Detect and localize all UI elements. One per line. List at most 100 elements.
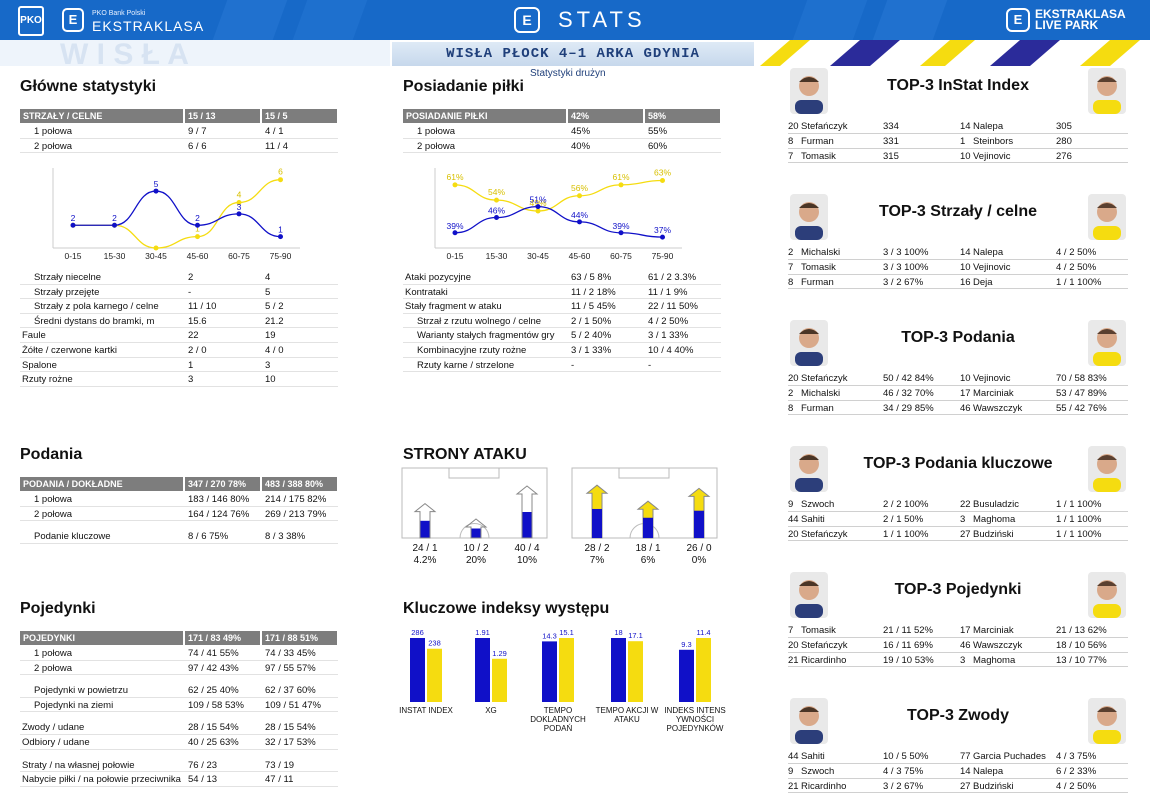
row-label: Faule [22,330,46,342]
data-point [577,193,582,199]
away-number: 22 [960,499,971,510]
kpi-label: TEMPO AKCJI W ATAKU [595,706,659,724]
home-value: - [188,286,192,298]
kpi-bar-home [679,649,694,702]
home-value: 11 / 2 18% [571,286,616,298]
home-value: 331 [883,135,899,147]
column-gap [956,259,958,274]
home-value: 3 / 1 33% [571,344,612,356]
attack-share: 20% [465,555,486,566]
top3-row: 21 Ricardinho 3 / 2 67% 27 Budziński 4 / 2 50… [788,778,1128,793]
table-row: Podanie kluczowe 8 / 6 75% 8 / 3 38% [20,529,338,544]
attack-bar [694,510,704,538]
away-number: 27 [960,780,971,792]
main-stats-rows: Strzały niecelne 2 4 Strzały przejęte -5 Strz… [20,270,338,387]
top3-table: 20 Stefańczyk 50 / 42 84% 10 Vejinovic 70 / 5… [788,371,1128,416]
attack-label: 18 / 1 6% [618,543,678,567]
row-label: 2 połowa [34,662,73,674]
home-player: Stefańczyk [801,528,848,540]
player-photo [790,194,828,240]
away-number: 46 [960,402,971,414]
top3-title: TOP-3 Podania kluczowe [863,455,1053,472]
away-value: 10 [265,374,276,386]
away-number: 10 [960,373,971,384]
away-value: 62 / 37 60% [265,685,316,697]
home-value: 10 / 5 50% [883,751,929,762]
data-label: 63% [654,168,671,178]
home-value: 28 / 15 54% [188,722,239,734]
kpi-bar-away [628,641,643,702]
home-value: 2 / 1 50% [571,315,612,327]
away-value: 22 / 11 50% [648,301,699,313]
brand-line: EKSTRAKLASA [1035,7,1126,21]
player-photo [1088,572,1126,618]
table-row: Strzały przejęte - 5 [20,285,338,300]
table-row: 1 połowa 45% 55% [403,124,721,139]
away-value: 280 [1056,135,1072,147]
row-label: Rzuty karne / strzelone [417,359,515,371]
away-player: Vejinovic [973,150,1011,162]
home-value: 8 / 6 75% [188,531,229,543]
kpi-value-home: 1.91 [475,628,490,637]
home-number: 20 [788,373,799,384]
home-number: 44 [788,513,799,525]
row-label: 1 połowa [34,494,73,505]
home-value: 19 / 10 53% [883,654,934,666]
away-value: 21.2 [265,315,284,327]
away-value: 3 / 1 33% [648,330,689,342]
data-label: 46% [488,206,505,216]
top3-title: TOP-3 Podania [901,329,1015,346]
away-value: 4 / 2 50% [1056,780,1097,792]
duels-title: Pojedynki [20,600,96,617]
top3-row: 8 Furman 34 / 29 85% 46 Wawszczyk 55 / 42 76% [788,400,1128,416]
home-number: 44 [788,751,799,762]
tick-label: 45-60 [187,251,209,261]
attack-arrow [413,502,437,539]
banner-band: W I S Ł A [0,40,1150,66]
series-line [454,179,663,212]
attack-bar [643,517,653,538]
away-value: 70 / 58 83% [1056,373,1107,384]
header-cell: 15 / 5 [262,109,337,123]
row-label: Kontrataki [405,286,448,298]
row-label: Strzały z pola karnego / celne [34,301,159,313]
top3-row: 20 Stefańczyk 16 / 11 69% 46 Wawszczyk 18 / 1… [788,637,1128,653]
home-number: 7 [788,150,794,162]
header-cell: PODANIA / DOKŁADNE [20,477,183,491]
possession-table: POSIADANIE PIŁKI 42% 58% 1 połowa 45% 55% 2 po… [403,109,721,154]
data-point [618,182,624,188]
table-header: POJEDYNKI 171 / 83 49% 171 / 88 51% [20,631,338,646]
table-row: 1 połowa 9 / 7 4 / 1 [20,124,338,139]
table-row: Nabycie piłki / na połowie przeciwnika 54… [20,772,338,787]
attack-bar [592,508,602,538]
away-value: 19 [265,330,276,342]
attack-count: 24 / 1 [412,543,438,554]
row-gap [20,521,338,529]
player-photo [1088,698,1126,744]
top3-row: 44 Sahiti 10 / 5 50% 77 Garcia Puchades 4 / 3… [788,749,1128,764]
away-value: 214 / 175 82% [265,494,327,505]
home-value: 3 / 2 67% [883,780,924,792]
data-label: 1 [195,224,200,234]
away-player: Garcia Puchades [973,751,1046,762]
possession-title: Posiadanie piłki [403,78,524,95]
header-cell: 171 / 88 51% [262,631,337,645]
player-photo [790,320,828,366]
kpi-label: INDEKS INTENS YWNOŚCI POJEDYNKÓW [664,706,726,733]
top3-title: TOP-3 Zwody [907,707,1009,724]
away-number: 46 [960,639,971,651]
kpi-label: INSTAT INDEX [399,706,453,715]
top3-row: 7 Tomasik 21 / 11 52% 17 Marciniak 21 / 13 62… [788,623,1128,638]
kpi-label: XG [485,706,497,715]
top3-table: 44 Sahiti 10 / 5 50% 77 Garcia Puchades 4 / 3… [788,749,1128,793]
table-row: 1 połowa 74 / 41 55% 74 / 33 45% [20,646,338,661]
home-value: 50 / 42 84% [883,373,934,384]
home-player: Stefańczyk [801,121,848,132]
decor-stripe [212,0,288,40]
attack-share: 0% [691,555,707,566]
row-label: Żółte / czerwone kartki [22,344,118,356]
player-photo [1088,194,1126,240]
away-value: 18 / 10 56% [1056,639,1107,651]
attack-label: 26 / 0 0% [669,543,729,567]
data-point [153,188,159,194]
